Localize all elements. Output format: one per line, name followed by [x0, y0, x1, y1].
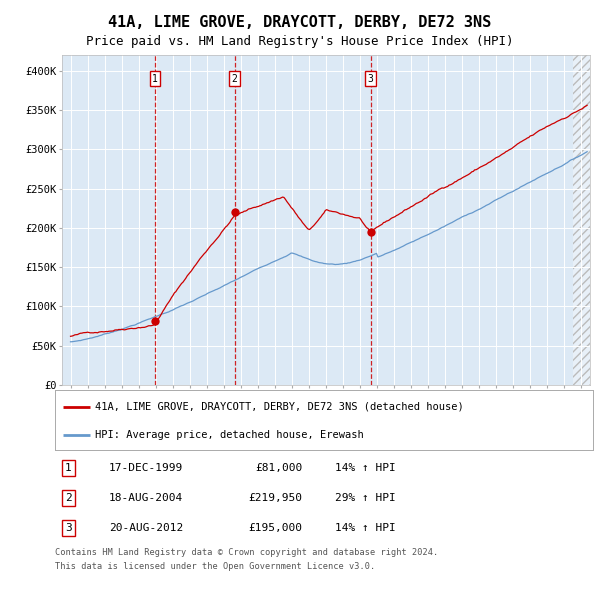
Text: 14% ↑ HPI: 14% ↑ HPI: [335, 523, 395, 533]
Text: £219,950: £219,950: [248, 493, 302, 503]
Text: Price paid vs. HM Land Registry's House Price Index (HPI): Price paid vs. HM Land Registry's House …: [86, 35, 514, 48]
Text: 3: 3: [65, 523, 72, 533]
Text: HPI: Average price, detached house, Erewash: HPI: Average price, detached house, Erew…: [95, 430, 364, 440]
Bar: [573, 55, 590, 385]
Bar: [573, 55, 590, 385]
Text: 41A, LIME GROVE, DRAYCOTT, DERBY, DE72 3NS: 41A, LIME GROVE, DRAYCOTT, DERBY, DE72 3…: [109, 15, 491, 30]
Text: 14% ↑ HPI: 14% ↑ HPI: [335, 463, 395, 473]
Text: 1: 1: [65, 463, 72, 473]
Text: This data is licensed under the Open Government Licence v3.0.: This data is licensed under the Open Gov…: [55, 562, 375, 571]
Text: 2: 2: [65, 493, 72, 503]
Text: £81,000: £81,000: [255, 463, 302, 473]
Text: 29% ↑ HPI: 29% ↑ HPI: [335, 493, 395, 503]
Text: Contains HM Land Registry data © Crown copyright and database right 2024.: Contains HM Land Registry data © Crown c…: [55, 548, 438, 557]
Text: 3: 3: [368, 74, 374, 84]
Text: £195,000: £195,000: [248, 523, 302, 533]
Text: 2: 2: [232, 74, 238, 84]
Text: 17-DEC-1999: 17-DEC-1999: [109, 463, 183, 473]
Text: 18-AUG-2004: 18-AUG-2004: [109, 493, 183, 503]
Text: 1: 1: [152, 74, 158, 84]
Text: 20-AUG-2012: 20-AUG-2012: [109, 523, 183, 533]
Text: 41A, LIME GROVE, DRAYCOTT, DERBY, DE72 3NS (detached house): 41A, LIME GROVE, DRAYCOTT, DERBY, DE72 3…: [95, 402, 464, 412]
